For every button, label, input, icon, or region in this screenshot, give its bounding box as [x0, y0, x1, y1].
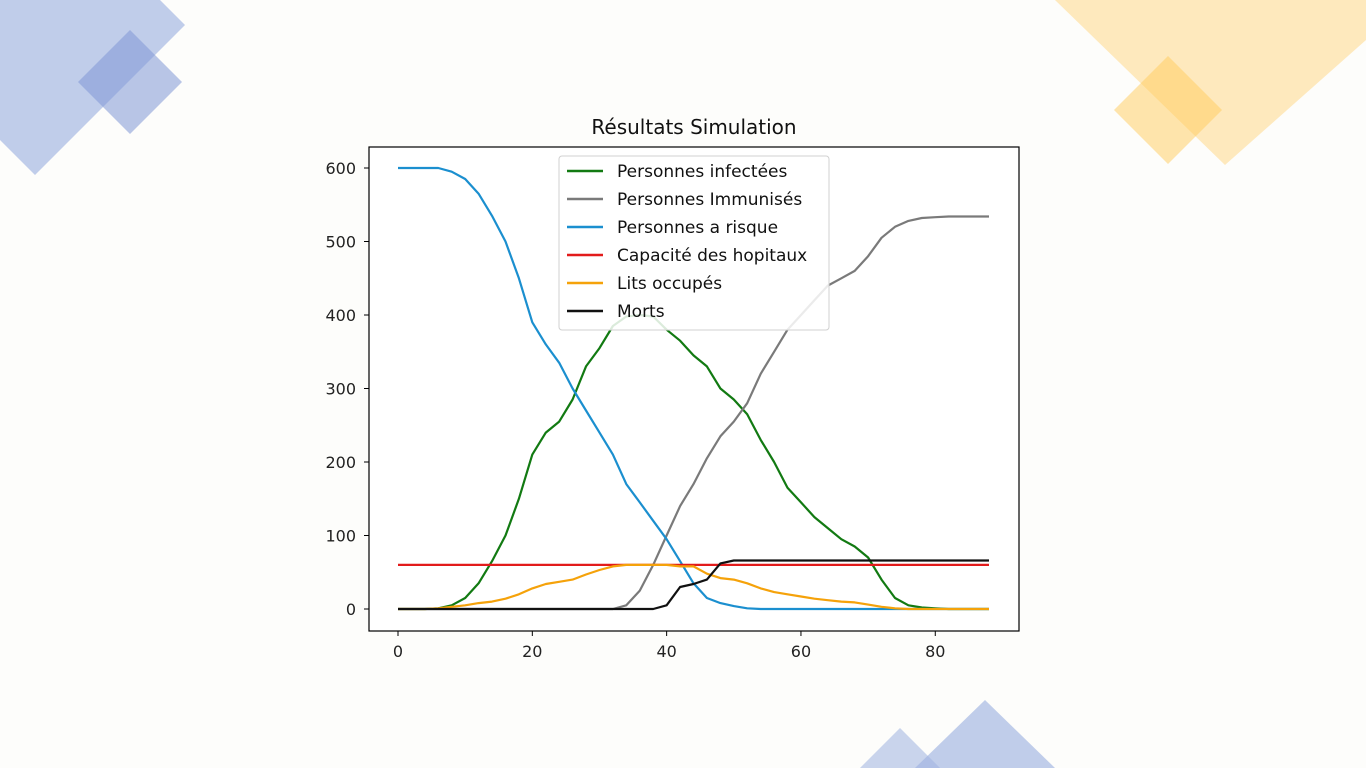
x-tick-label: 40	[656, 642, 676, 661]
y-tick-label: 500	[325, 233, 356, 252]
legend-label: Personnes infectées	[617, 162, 787, 182]
deco-diamond	[78, 30, 182, 134]
legend-label: Morts	[617, 302, 665, 322]
deco-diamond	[860, 728, 940, 768]
series-line-lits-occupes	[398, 563, 989, 611]
deco-diamond	[915, 700, 1055, 768]
y-tick-label: 200	[325, 453, 356, 472]
deco-diamond	[1055, 0, 1366, 165]
x-tick-label: 0	[393, 642, 403, 661]
y-tick-label: 0	[346, 600, 356, 619]
series-line-morts	[398, 559, 989, 611]
legend-box	[558, 155, 830, 331]
y-tick-label: 600	[325, 159, 356, 178]
x-tick-label: 60	[791, 642, 811, 661]
series-line-personnes-infectees	[398, 313, 989, 611]
y-tick-label: 300	[325, 380, 356, 399]
chart-title: Résultats Simulation	[591, 115, 796, 139]
x-tick-label: 80	[925, 642, 945, 661]
deco-diamond	[1114, 56, 1222, 164]
legend-label: Lits occupés	[617, 274, 722, 294]
legend-label: Personnes Immunisés	[617, 190, 802, 210]
y-tick-label: 100	[325, 527, 356, 546]
y-tick-label: 400	[325, 306, 356, 325]
x-tick-label: 20	[522, 642, 542, 661]
legend-label: Personnes a risque	[617, 218, 778, 238]
legend-label: Capacité des hopitaux	[617, 246, 807, 266]
